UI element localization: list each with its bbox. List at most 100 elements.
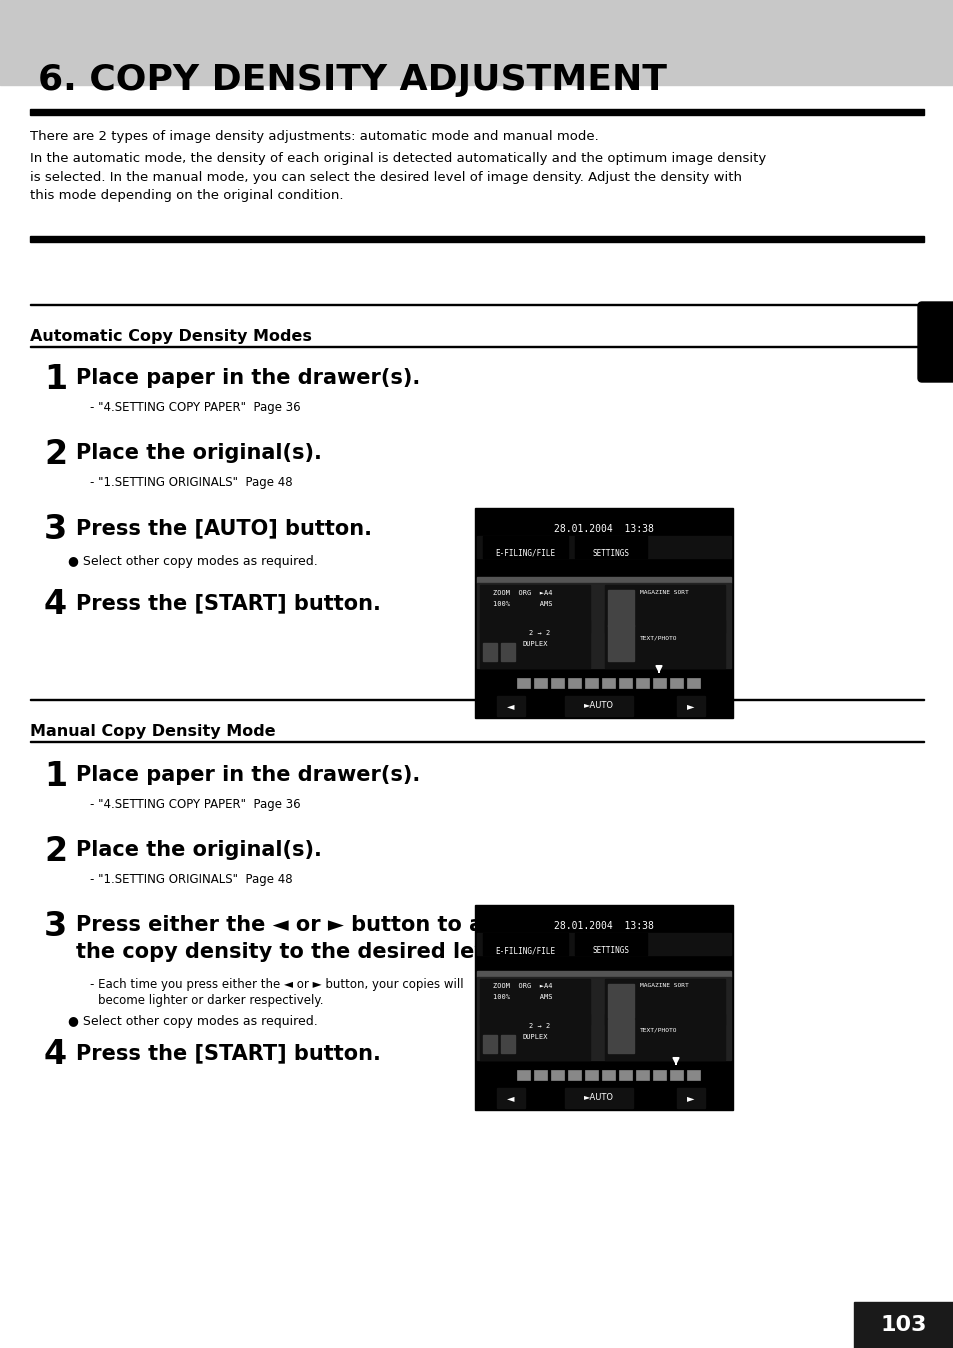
Bar [475, 905, 732, 1109]
Bar [669, 678, 682, 687]
Bar [636, 1070, 648, 1080]
Bar [564, 696, 633, 716]
Text: MAGAZINE SORT: MAGAZINE SORT [639, 590, 688, 594]
Bar [669, 1070, 682, 1080]
Bar [686, 1070, 700, 1080]
Bar [30, 740, 923, 741]
Text: ►: ► [686, 1093, 694, 1103]
Bar [479, 1014, 589, 1060]
Text: Place the original(s).: Place the original(s). [76, 840, 321, 860]
Text: TEXT/PHOTO: TEXT/PHOTO [639, 635, 677, 640]
Bar [618, 1070, 631, 1080]
Bar [482, 1035, 497, 1053]
Bar [476, 537, 730, 558]
Text: 4: 4 [44, 1038, 67, 1072]
Text: ZOOM  ORG  ►A4: ZOOM ORG ►A4 [493, 983, 552, 989]
Text: ►AUTO: ►AUTO [583, 701, 614, 710]
Bar [30, 109, 923, 115]
Bar [534, 678, 546, 687]
Text: ZOOM  ORG  ►A4: ZOOM ORG ►A4 [493, 590, 552, 596]
Bar [30, 345, 923, 346]
Bar [476, 582, 730, 669]
Bar [607, 590, 634, 625]
Text: the copy density to the desired level.: the copy density to the desired level. [76, 942, 517, 962]
Text: 2 → 2: 2 → 2 [529, 630, 550, 636]
Bar [636, 678, 648, 687]
Bar [618, 678, 631, 687]
Text: In the automatic mode, the density of each original is detected automatically an: In the automatic mode, the density of ea… [30, 152, 765, 202]
Text: Place paper in the drawer(s).: Place paper in the drawer(s). [76, 368, 420, 388]
Text: 100%       AMS: 100% AMS [493, 993, 552, 1000]
Text: ►AUTO: ►AUTO [583, 1093, 614, 1103]
Text: Press the [AUTO] button.: Press the [AUTO] button. [76, 518, 372, 538]
Text: 6. COPY DENSITY ADJUSTMENT: 6. COPY DENSITY ADJUSTMENT [38, 63, 666, 97]
Bar [482, 933, 567, 954]
Text: 2 → 2: 2 → 2 [529, 1023, 550, 1029]
Text: Press the [START] button.: Press the [START] button. [76, 1043, 380, 1064]
Text: ◄: ◄ [507, 701, 515, 710]
Text: 3: 3 [44, 910, 67, 944]
Bar [686, 678, 700, 687]
Bar [475, 508, 732, 718]
Text: 1: 1 [44, 363, 67, 396]
Text: - Each time you press either the ◄ or ► button, your copies will: - Each time you press either the ◄ or ► … [90, 979, 463, 991]
Text: - "1.SETTING ORIGINALS"  Page 48: - "1.SETTING ORIGINALS" Page 48 [90, 476, 293, 489]
Text: 3: 3 [44, 514, 67, 546]
Bar [479, 585, 589, 634]
Text: There are 2 types of image density adjustments: automatic mode and manual mode.: There are 2 types of image density adjus… [30, 129, 598, 143]
Text: Place paper in the drawer(s).: Place paper in the drawer(s). [76, 766, 420, 785]
Text: Automatic Copy Density Modes: Automatic Copy Density Modes [30, 329, 312, 344]
Text: 28.01.2004  13:38: 28.01.2004 13:38 [554, 524, 653, 534]
Text: DUPLEX: DUPLEX [522, 642, 548, 647]
Bar [604, 1014, 724, 1060]
Bar [584, 678, 598, 687]
Bar [604, 585, 724, 634]
Text: E-FILING/FILE: E-FILING/FILE [495, 946, 555, 954]
Text: become lighter or darker respectively.: become lighter or darker respectively. [98, 993, 323, 1007]
Text: ● Select other copy modes as required.: ● Select other copy modes as required. [68, 555, 317, 568]
Bar [476, 933, 730, 954]
Text: ►: ► [686, 701, 694, 710]
Bar [517, 1070, 530, 1080]
Text: DUPLEX: DUPLEX [522, 1034, 548, 1041]
Bar [482, 643, 497, 661]
Text: 4: 4 [44, 588, 67, 621]
Bar [0, 0, 953, 85]
Bar [476, 577, 730, 582]
Bar [567, 678, 580, 687]
Text: - "1.SETTING ORIGINALS"  Page 48: - "1.SETTING ORIGINALS" Page 48 [90, 874, 293, 886]
Text: TEXT/PHOTO: TEXT/PHOTO [639, 1027, 677, 1033]
Text: ◄: ◄ [507, 1093, 515, 1103]
Bar [551, 678, 563, 687]
Text: 100%       AMS: 100% AMS [493, 601, 552, 607]
Text: Place the original(s).: Place the original(s). [76, 443, 321, 462]
Bar [479, 979, 589, 1024]
Text: 28.01.2004  13:38: 28.01.2004 13:38 [554, 921, 653, 931]
Text: 2: 2 [44, 438, 67, 470]
Bar [479, 620, 589, 669]
Bar [476, 977, 730, 1060]
Text: 1: 1 [44, 760, 67, 793]
Text: 2: 2 [44, 834, 67, 868]
Bar [677, 1088, 704, 1108]
Bar [607, 625, 634, 661]
Bar [551, 1070, 563, 1080]
Bar [497, 696, 524, 716]
Bar [677, 696, 704, 716]
Bar [30, 303, 923, 305]
Text: Press either the ◄ or ► button to adjust: Press either the ◄ or ► button to adjust [76, 915, 542, 936]
Text: MAGAZINE SORT: MAGAZINE SORT [639, 983, 688, 988]
Text: Manual Copy Density Mode: Manual Copy Density Mode [30, 724, 275, 739]
Bar [534, 1070, 546, 1080]
Bar [601, 678, 615, 687]
Bar [30, 236, 923, 243]
Bar [601, 1070, 615, 1080]
Bar [497, 1088, 524, 1108]
Text: 103: 103 [880, 1316, 926, 1335]
Bar [30, 698, 923, 700]
Bar [476, 971, 730, 977]
Text: SETTINGS: SETTINGS [592, 549, 629, 558]
Bar [564, 1088, 633, 1108]
Text: Press the [START] button.: Press the [START] button. [76, 593, 380, 613]
Bar [500, 643, 515, 661]
